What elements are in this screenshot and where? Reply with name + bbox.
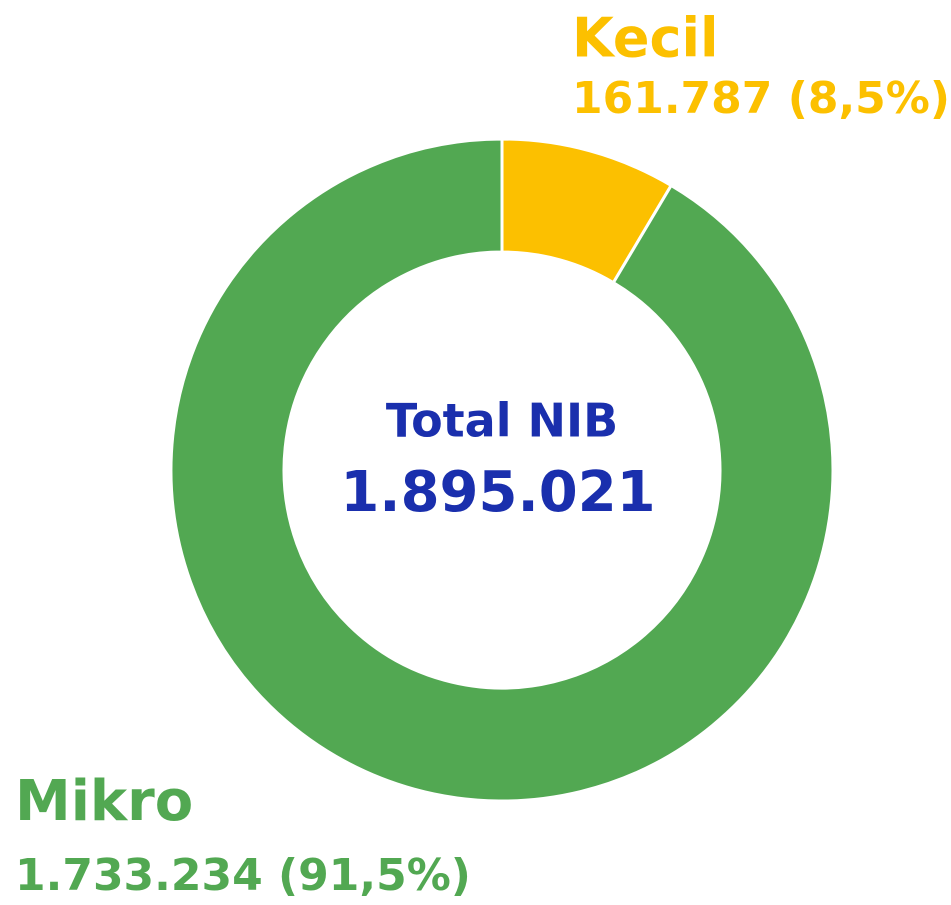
donut xyxy=(169,137,835,803)
slice-value-label: 161.787 (8,5%) xyxy=(572,73,950,124)
donut-slice xyxy=(169,137,835,803)
slice-label: Mikro xyxy=(15,769,193,834)
center-total: 1.895.021 xyxy=(340,460,655,525)
slice-label: Kecil xyxy=(572,7,719,70)
slice-value-label: 1.733.234 (91,5%) xyxy=(15,850,471,901)
center-title: Total NIB xyxy=(386,394,618,448)
